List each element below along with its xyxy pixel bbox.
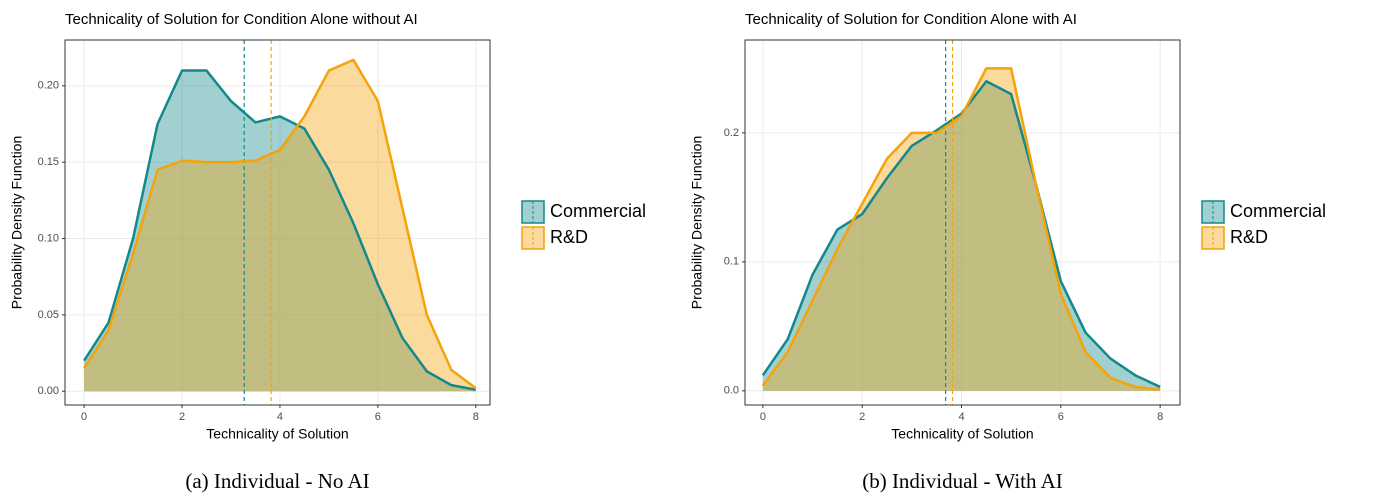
chart-title: Technicality of Solution for Condition A… xyxy=(745,11,1077,28)
density-area xyxy=(762,81,1161,391)
x-tick-label: 4 xyxy=(277,411,283,423)
x-tick-label: 0 xyxy=(81,411,87,423)
legend-label: Commercial xyxy=(1230,201,1326,221)
caption: (a) Individual - No AI xyxy=(185,469,369,493)
y-tick-label: 0.15 xyxy=(38,156,59,168)
y-tick-label: 0.0 xyxy=(724,385,739,397)
y-tick-label: 0.05 xyxy=(38,309,59,321)
y-tick-label: 0.10 xyxy=(38,232,59,244)
plot-border xyxy=(64,39,491,406)
x-tick-label: 2 xyxy=(179,411,185,423)
density-area xyxy=(84,70,476,392)
legend-label: R&D xyxy=(550,227,588,247)
density-line xyxy=(761,67,1161,391)
caption: (b) Individual - With AI xyxy=(862,469,1063,493)
legend-label: R&D xyxy=(1230,227,1268,247)
legend-label: Commercial xyxy=(550,201,646,221)
x-tick-label: 2 xyxy=(859,411,865,423)
x-tick-label: 0 xyxy=(760,411,766,423)
x-axis-title: Technicality of Solution xyxy=(206,426,348,442)
y-axis-title: Probability Density Function xyxy=(9,136,25,310)
y-tick-label: 0.00 xyxy=(38,385,59,397)
x-tick-label: 6 xyxy=(375,411,381,423)
plot-border xyxy=(744,39,1181,406)
y-axis-title: Probability Density Function xyxy=(689,136,705,310)
density-line xyxy=(83,69,477,391)
y-tick-label: 0.2 xyxy=(724,127,739,139)
density-line xyxy=(83,58,477,390)
plot-background xyxy=(745,40,1180,405)
y-tick-label: 0.20 xyxy=(38,80,59,92)
x-tick-label: 6 xyxy=(1058,411,1064,423)
x-tick-label: 8 xyxy=(473,411,479,423)
chart-title: Technicality of Solution for Condition A… xyxy=(65,11,418,28)
x-tick-label: 8 xyxy=(1157,411,1163,423)
x-axis-title: Technicality of Solution xyxy=(891,426,1033,442)
density-area xyxy=(84,59,476,392)
density-area xyxy=(762,68,1161,391)
y-tick-label: 0.1 xyxy=(724,256,739,268)
x-tick-label: 4 xyxy=(958,411,964,423)
